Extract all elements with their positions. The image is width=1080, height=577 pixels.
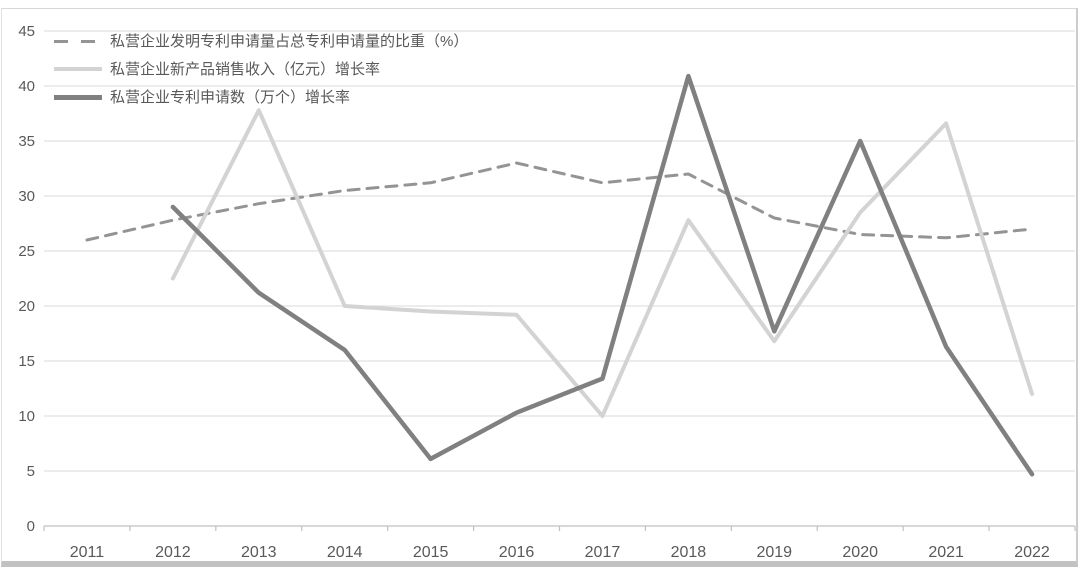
legend-label-patent-share: 私营企业发明专利申请量占总专利申请量的比重（%） — [110, 34, 468, 49]
x-tick-label: 2013 — [241, 544, 277, 561]
x-tick-label: 2011 — [70, 544, 105, 561]
dashed-line-swatch-icon — [54, 40, 102, 43]
x-tick-label: 2017 — [585, 544, 621, 561]
y-tick-label: 25 — [18, 243, 35, 260]
y-tick-label: 10 — [18, 408, 35, 425]
y-tick-label: 40 — [18, 78, 35, 95]
y-tick-label: 0 — [27, 518, 35, 535]
series-line-0 — [87, 163, 1032, 240]
y-tick-label: 35 — [18, 133, 35, 150]
x-tick-label: 2021 — [928, 544, 964, 561]
x-tick-label: 2020 — [842, 544, 878, 561]
y-tick-label: 20 — [18, 298, 35, 315]
light-line-swatch-icon — [54, 67, 102, 71]
y-tick-label: 30 — [18, 188, 35, 205]
legend-item-patent-count-growth: 私营企业专利申请数（万个）增长率 — [54, 83, 468, 111]
legend-label-patent-count-growth: 私营企业专利申请数（万个）增长率 — [110, 90, 350, 105]
chart-frame: 0 5 10 15 20 25 30 35 40 45 2011 2012 2013 2014 2015 20… — [1, 8, 1078, 567]
x-tick-label: 2019 — [756, 544, 792, 561]
y-tick-label: 15 — [18, 353, 35, 370]
x-tick-label: 2016 — [499, 544, 535, 561]
chart-legend: 私营企业发明专利申请量占总专利申请量的比重（%） 私营企业新产品销售收入（亿元）… — [54, 27, 468, 111]
y-tick-label: 45 — [18, 23, 35, 40]
series-line-1 — [173, 110, 1032, 416]
legend-item-patent-share: 私营企业发明专利申请量占总专利申请量的比重（%） — [54, 27, 468, 55]
x-tick-label: 2012 — [155, 544, 191, 561]
x-tick-label: 2015 — [413, 544, 449, 561]
x-tick-label: 2014 — [327, 544, 363, 561]
x-tick-label: 2022 — [1014, 544, 1050, 561]
legend-item-new-product-revenue: 私营企业新产品销售收入（亿元）增长率 — [54, 55, 468, 83]
x-tick-label: 2018 — [671, 544, 707, 561]
y-tick-label: 5 — [27, 463, 35, 480]
legend-label-new-product-revenue: 私营企业新产品销售收入（亿元）增长率 — [110, 62, 380, 77]
dark-line-swatch-icon — [54, 95, 102, 100]
